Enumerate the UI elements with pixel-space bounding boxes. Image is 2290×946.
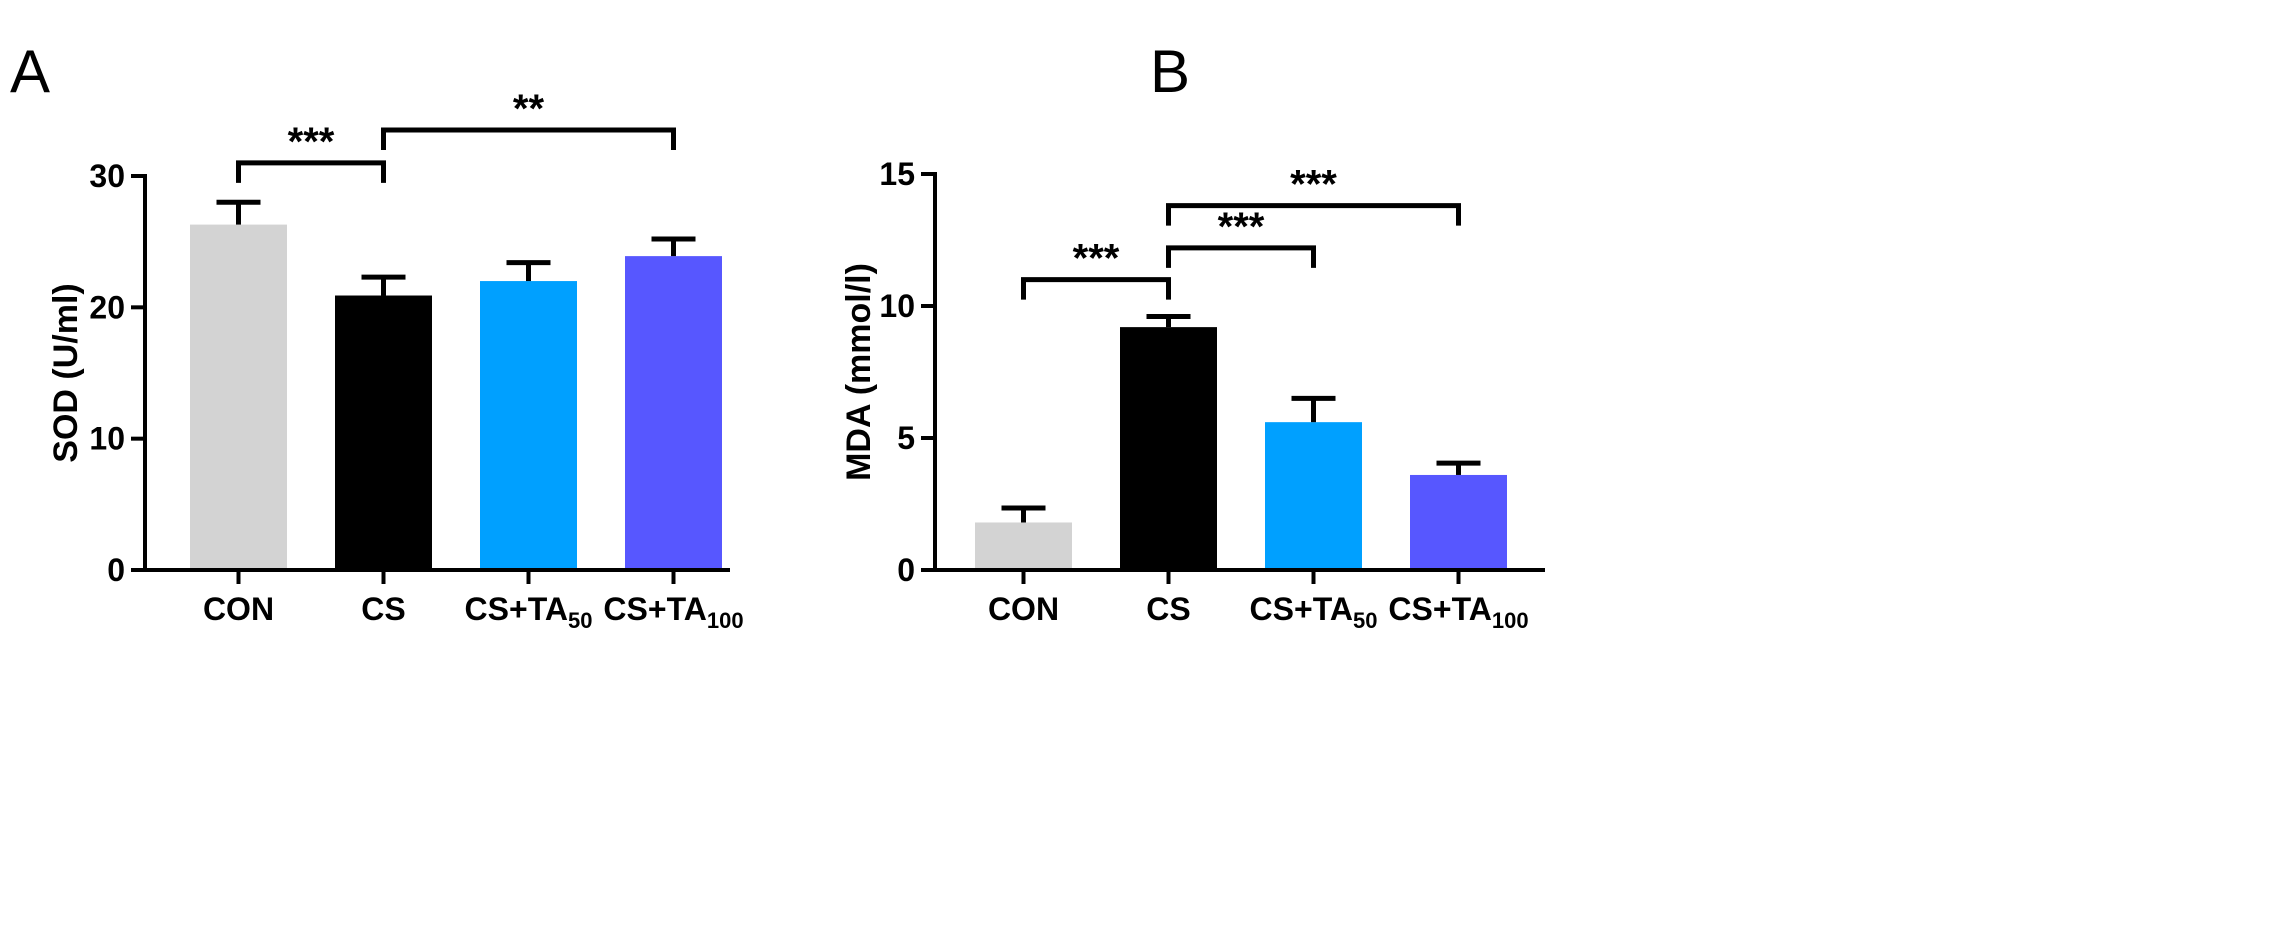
- panel-b-label: B: [1150, 38, 1190, 105]
- x-tick-label: CS: [1146, 591, 1190, 627]
- significance-bracket: [1166, 203, 1461, 226]
- panel-a: A 0 10 20 30 CON CS CS+TA50 CS+TA100 SOD (U/ml) *…: [10, 38, 744, 633]
- significance-label: ***: [1218, 205, 1265, 249]
- y-tick-label: 15: [879, 156, 915, 192]
- x-tick-label: CS+TA100: [1388, 591, 1528, 633]
- bar-cs-ta50: [480, 281, 577, 570]
- significance-label: ***: [288, 120, 335, 164]
- x-tick-label: CS+TA50: [1250, 591, 1378, 633]
- y-tick-label: 20: [89, 289, 125, 325]
- y-axis-title: SOD (U/ml): [47, 283, 85, 462]
- bar-cs-ta50: [1265, 422, 1362, 570]
- x-tick-label: CON: [203, 591, 274, 627]
- y-tick-label: 0: [897, 552, 915, 588]
- y-tick-label: 10: [89, 421, 125, 457]
- x-tick-label: CON: [988, 591, 1059, 627]
- y-tick-label: 10: [879, 288, 915, 324]
- significance-bracket: [1021, 277, 1171, 300]
- significance-bracket: [381, 127, 676, 151]
- significance-bracket: [236, 160, 386, 183]
- significance-label: ***: [1290, 163, 1337, 207]
- panel-b: B 0 5 10 15 CON CS CS+TA50 CS+TA100 MDA (mmol/l)…: [840, 38, 1545, 633]
- significance-label: **: [513, 87, 545, 131]
- significance-bracket: [1166, 245, 1316, 268]
- y-tick-label: 0: [107, 552, 125, 588]
- x-tick-label: CS+TA50: [465, 591, 593, 633]
- bar-con: [190, 224, 287, 571]
- bar-cs: [335, 295, 432, 570]
- significance-label: ***: [1073, 237, 1120, 281]
- y-tick-label: 30: [89, 158, 125, 194]
- x-tick-label: CS+TA100: [603, 591, 743, 633]
- y-tick-label: 5: [897, 420, 915, 456]
- panel-a-label: A: [10, 38, 50, 105]
- bar-cs-ta100: [625, 256, 722, 570]
- x-tick-label: CS: [361, 591, 405, 627]
- bar-cs: [1120, 327, 1217, 570]
- bar-cs-ta100: [1410, 474, 1507, 570]
- bar-con: [975, 522, 1072, 570]
- y-axis-title: MDA (mmol/l): [840, 263, 878, 481]
